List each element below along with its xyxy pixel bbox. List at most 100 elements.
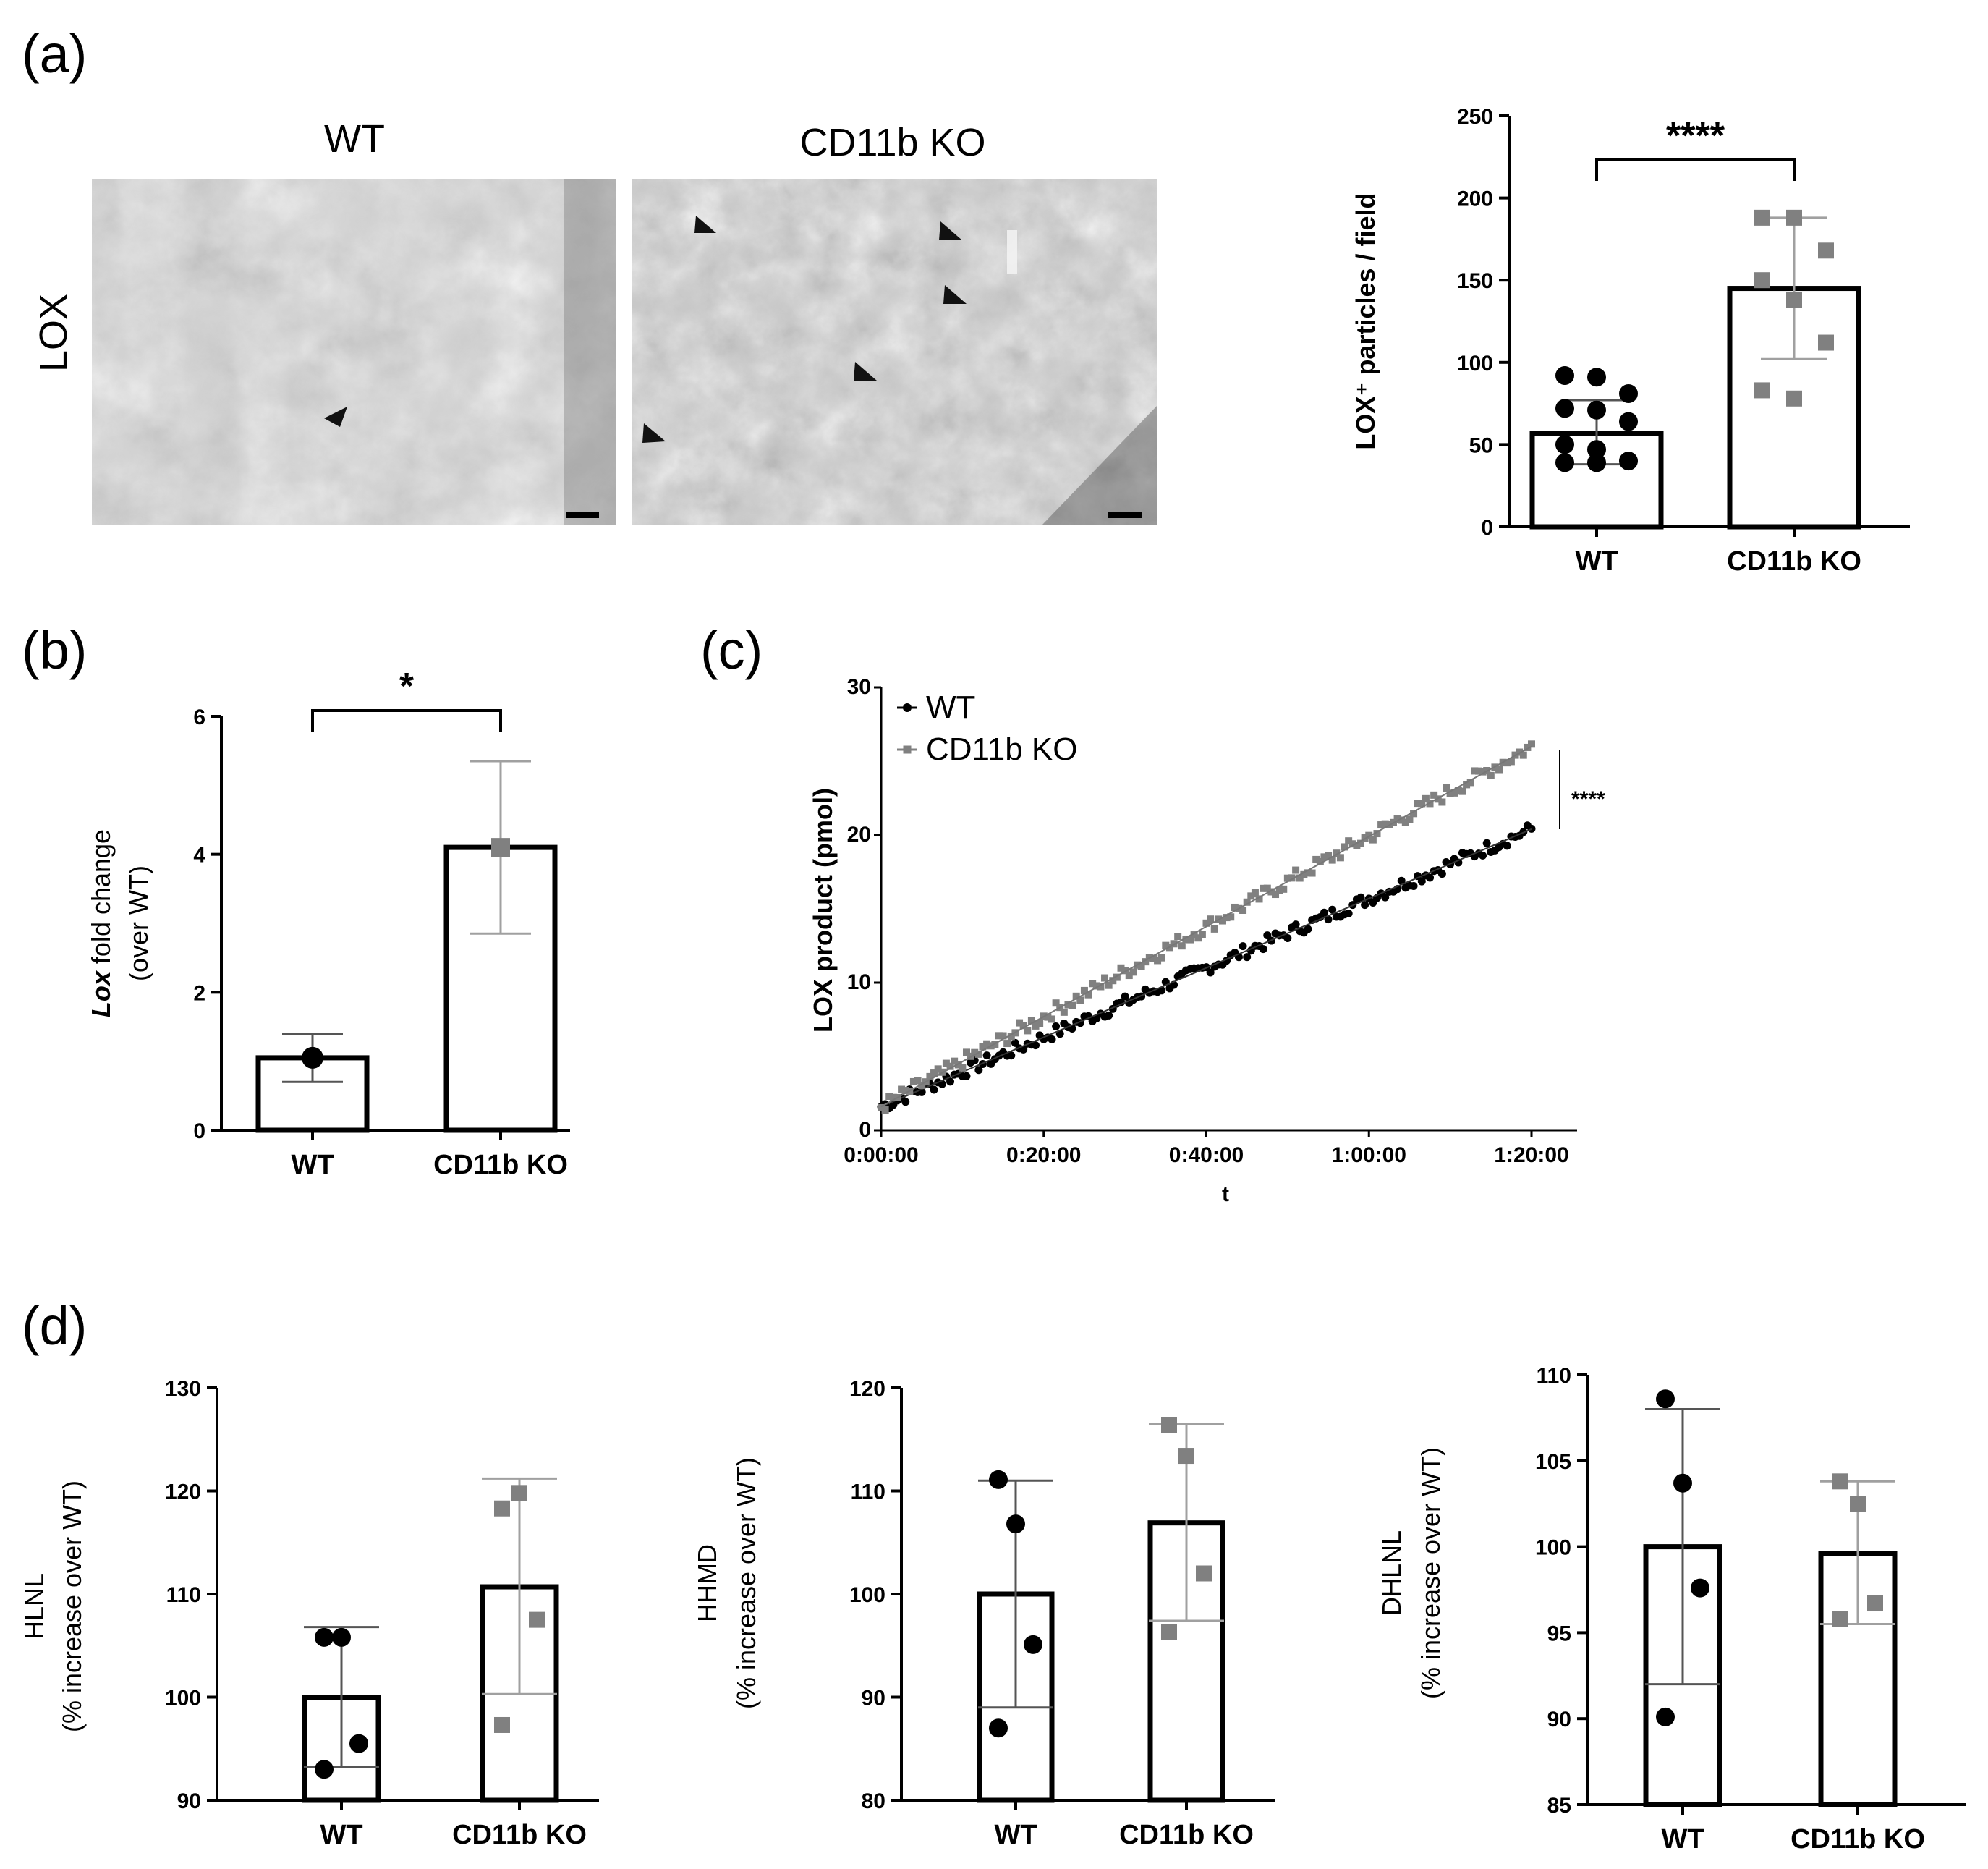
data-point-wt	[982, 1051, 991, 1060]
significance-bracket	[1595, 158, 1796, 181]
data-point-wt	[1479, 851, 1487, 860]
data-point-ko	[1422, 794, 1430, 802]
data-point-ko	[1125, 972, 1133, 980]
chart-c-lox-product: 0 10 20 30 0:00:00 0:20:00 0:40:00 1:00:00 1:20:…	[808, 675, 1605, 1206]
data-point-ko	[1048, 1015, 1055, 1023]
micrograph-wt	[92, 179, 616, 525]
data-point-ko	[971, 1048, 979, 1056]
y-tick-label: 110	[851, 1480, 885, 1504]
data-point-ko	[1174, 933, 1182, 941]
y-tick-label: 100	[849, 1583, 885, 1607]
data-point-ko	[1080, 986, 1088, 994]
data-point-ko	[1109, 977, 1117, 985]
data-point-wt	[1320, 908, 1328, 917]
y-tick-label: 105	[1535, 1450, 1571, 1474]
data-point-ko	[1003, 1040, 1011, 1048]
data-point-ko	[1283, 874, 1291, 882]
data-point-wt	[1007, 1051, 1016, 1060]
data-point-wt	[1032, 1041, 1040, 1050]
data-point-ko	[1471, 767, 1479, 775]
significance-label: *	[399, 666, 415, 708]
data-point-ko	[1113, 973, 1121, 981]
data-point-ko	[1182, 935, 1190, 943]
data-point-ko	[1161, 1624, 1177, 1640]
data-point-ko	[1438, 798, 1446, 806]
y-tick-label: 6	[193, 705, 205, 729]
data-point-wt	[1344, 909, 1353, 917]
data-point-ko	[962, 1048, 970, 1056]
x-tick-label: CD11b KO	[452, 1820, 587, 1850]
chart-d-hlnl: 90 100 110 120 130 WT CD11b KO HLNL (% increase …	[20, 1377, 599, 1850]
data-point-wt	[1673, 1473, 1692, 1493]
scale-bar	[1108, 512, 1142, 518]
data-point-ko	[1162, 941, 1170, 949]
y-tick-label: 130	[165, 1377, 201, 1401]
data-point-wt	[1024, 1635, 1042, 1654]
data-point-ko	[1300, 870, 1308, 878]
data-point-ko	[1260, 884, 1267, 892]
data-point-ko	[494, 1716, 510, 1733]
data-point-wt	[302, 1046, 323, 1069]
data-point-ko	[1528, 740, 1535, 748]
y-axis-label-line2: (% increase over WT)	[731, 1457, 761, 1709]
data-point-wt	[1417, 877, 1426, 886]
significance-label: ****	[1666, 115, 1725, 157]
data-point-wt	[1291, 920, 1300, 929]
data-point-ko	[983, 1040, 991, 1048]
y-axis-label-line2: (% increase over WT)	[1416, 1447, 1445, 1699]
data-point-ko	[1142, 958, 1150, 966]
data-point-ko	[979, 1043, 987, 1051]
y-tick-label: 80	[862, 1789, 885, 1813]
data-point-ko	[494, 1500, 510, 1517]
data-point-ko	[1084, 991, 1092, 999]
data-point-wt	[1555, 365, 1574, 385]
arrowhead-marker	[854, 362, 877, 381]
y-tick-label: 120	[165, 1480, 201, 1504]
data-point-ko	[1097, 983, 1105, 991]
fit-line	[880, 828, 1532, 1108]
data-point-wt	[1105, 1011, 1113, 1020]
data-point-ko	[1304, 869, 1312, 877]
y-tick-label: 0	[193, 1119, 205, 1143]
data-point-ko	[1361, 834, 1369, 842]
data-point-ko	[959, 1064, 967, 1072]
arrowhead-marker	[943, 285, 967, 304]
data-point-wt	[1239, 942, 1247, 951]
data-point-ko	[1072, 992, 1080, 1000]
data-point-ko	[1255, 895, 1263, 903]
data-point-ko	[1393, 815, 1401, 823]
data-point-ko	[1365, 831, 1373, 839]
x-tick-label: 0:00:00	[844, 1143, 918, 1167]
data-point-ko	[1202, 919, 1210, 927]
legend-label-wt: WT	[926, 690, 975, 725]
data-point-ko	[1479, 768, 1487, 776]
data-point-wt	[1555, 399, 1574, 418]
data-point-ko	[1325, 852, 1333, 860]
data-point-ko	[1239, 906, 1247, 914]
data-point-ko	[1117, 964, 1125, 972]
data-point-ko	[1450, 789, 1458, 797]
data-point-ko	[1818, 334, 1834, 351]
data-point-wt	[1048, 1035, 1056, 1043]
data-point-wt	[930, 1085, 938, 1094]
y-axis-label: LOX⁺ particles / field	[1351, 192, 1380, 449]
x-tick-label: WT	[994, 1820, 1037, 1850]
data-point-wt	[1397, 876, 1406, 885]
data-point-ko	[1786, 292, 1802, 308]
y-axis-label-italic: Lox	[86, 970, 116, 1017]
data-point-ko	[1357, 839, 1365, 847]
data-point-ko	[1275, 886, 1283, 894]
micrograph-row-label: LOX	[32, 294, 75, 372]
y-tick-label: 90	[862, 1687, 885, 1711]
data-point-ko	[1024, 1027, 1032, 1035]
data-point-ko	[1818, 242, 1834, 259]
chart-a-lox-particles: 0 50 100 150 200 250 WT CD11b KO LOX⁺ particles …	[1351, 105, 1910, 577]
data-point-wt	[989, 1470, 1008, 1489]
legend-marker-wt	[903, 703, 912, 712]
data-point-ko	[1137, 962, 1145, 970]
data-point-wt	[315, 1760, 334, 1779]
data-point-wt	[1426, 873, 1435, 882]
data-point-wt	[946, 1077, 955, 1086]
data-point-ko	[946, 1062, 954, 1070]
data-point-ko	[1463, 781, 1471, 789]
